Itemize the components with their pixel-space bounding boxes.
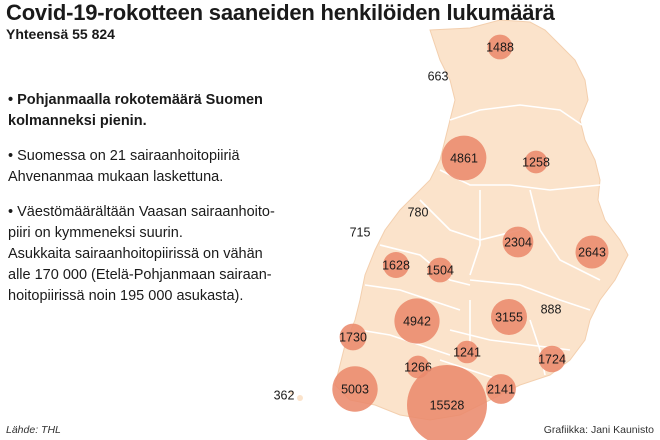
district-bubble xyxy=(332,366,378,412)
notes-panel: • Pohjanmaalla rokotemäärä Suomen kolman… xyxy=(8,90,308,321)
note-line: Asukkaita sairaanhoitopiirissä on vähän xyxy=(8,246,263,262)
district-bubble xyxy=(455,340,479,364)
district-bubble xyxy=(427,257,453,283)
district-bubble xyxy=(491,299,527,335)
district-value-label: 2643 xyxy=(578,246,606,260)
district-marker: 1730 xyxy=(339,323,367,351)
district-bubble xyxy=(502,226,534,258)
district-marker: 715 xyxy=(350,226,371,240)
district-value-label: 663 xyxy=(428,70,449,84)
district-marker: 2304 xyxy=(502,226,534,258)
district-bubble xyxy=(487,34,513,60)
district-marker: 2643 xyxy=(575,235,609,269)
bubble-layer: 1488 663 4861 1258 780 715 2304 2643 1628 1504 888… xyxy=(274,34,609,440)
district-bubble xyxy=(339,323,367,351)
district-value-label: 2141 xyxy=(487,383,515,397)
district-value-label: 5003 xyxy=(341,383,369,397)
district-value-label: 1504 xyxy=(426,264,454,278)
note-line: • Suomessa on 21 sairaanhoitopiiriä xyxy=(8,148,240,164)
note-line: Ahvenanmaa mukaan laskettuna. xyxy=(8,169,224,185)
district-marker: 888 xyxy=(541,303,562,317)
note-line: hoitopiirissä noin 195 000 asukasta). xyxy=(8,288,244,304)
note-item: • Suomessa on 21 sairaanhoitopiiriä Ahve… xyxy=(8,146,308,188)
source-note: Lähde: THL xyxy=(6,424,61,436)
district-marker: 2141 xyxy=(486,374,516,404)
district-bubble xyxy=(575,235,609,269)
note-item: • Pohjanmaalla rokotemäärä Suomen kolman… xyxy=(8,90,308,132)
district-bubble xyxy=(441,135,487,181)
note-line: alle 170 000 (Etelä-Pohjanmaan sairaan- xyxy=(8,267,272,283)
district-value-label: 15528 xyxy=(430,399,465,413)
district-marker: 1504 xyxy=(426,257,454,283)
district-value-label: 780 xyxy=(408,206,429,220)
district-value-label: 4861 xyxy=(450,152,478,166)
district-value-label: 4942 xyxy=(403,315,431,329)
district-marker: 1241 xyxy=(453,340,481,364)
note-line: piiri on kymmeneksi suurin. xyxy=(8,225,183,241)
district-value-label: 1266 xyxy=(404,361,432,375)
district-bubble xyxy=(538,345,566,373)
district-value-label: 1258 xyxy=(522,156,550,170)
district-marker: 1724 xyxy=(538,345,566,373)
district-value-label: 362 xyxy=(274,389,295,403)
district-value-label: 1488 xyxy=(486,41,514,55)
note-line: • Väestömäärältään Vaasan sairaanhoito- xyxy=(8,204,275,220)
district-value-label: 1724 xyxy=(538,353,566,367)
district-bubble xyxy=(407,365,487,440)
district-value-label: 1241 xyxy=(453,346,481,360)
district-marker: 1488 xyxy=(486,34,514,60)
finland-land xyxy=(334,19,629,421)
district-value-label: 888 xyxy=(541,303,562,317)
district-marker: 4861 xyxy=(441,135,487,181)
note-line: • Pohjanmaalla rokotemäärä Suomen xyxy=(8,92,263,108)
note-line: kolmanneksi pienin. xyxy=(8,113,147,129)
district-bubble xyxy=(394,298,440,344)
district-value-label: 2304 xyxy=(504,236,532,250)
district-marker: 3155 xyxy=(491,299,527,335)
note-item: • Väestömäärältään Vaasan sairaanhoito- … xyxy=(8,202,308,307)
district-borders xyxy=(359,104,601,381)
district-marker: 5003 xyxy=(332,366,378,412)
district-bubble xyxy=(383,252,409,278)
district-value-label: 715 xyxy=(350,226,371,240)
chart-subtitle: Yhteensä 55 824 xyxy=(6,26,115,42)
district-marker: 663 xyxy=(428,70,449,84)
graphic-credit: Grafiikka: Jani Kaunisto xyxy=(543,424,654,436)
district-marker: 362 xyxy=(274,389,295,403)
district-marker: 15528 xyxy=(407,365,487,440)
district-marker: 1628 xyxy=(382,252,410,278)
district-value-label: 1730 xyxy=(339,331,367,345)
island-aland xyxy=(290,391,303,401)
district-value-label: 3155 xyxy=(495,311,523,325)
district-marker: 780 xyxy=(408,206,429,220)
chart-title: Covid-19-rokotteen saaneiden henkilöiden… xyxy=(6,0,555,25)
district-bubble xyxy=(524,150,548,174)
district-bubble xyxy=(486,374,516,404)
district-marker: 4942 xyxy=(394,298,440,344)
district-marker: 1258 xyxy=(522,150,550,174)
district-value-label: 1628 xyxy=(382,259,410,273)
